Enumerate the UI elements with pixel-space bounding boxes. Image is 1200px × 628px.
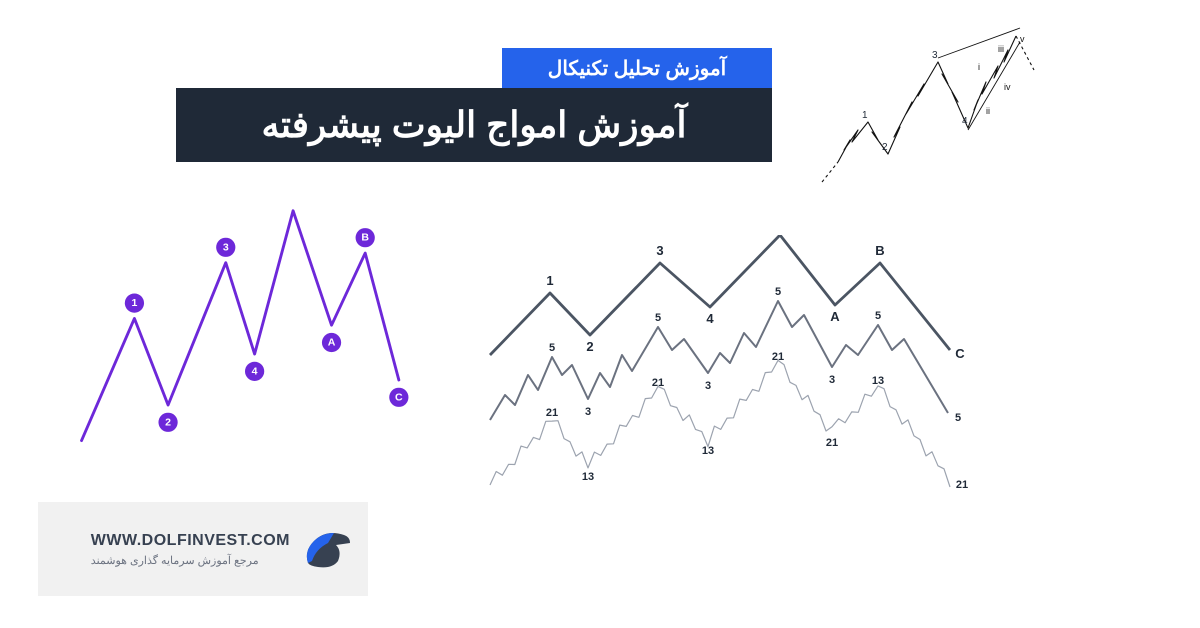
svg-text:3: 3 [585,406,591,418]
svg-text:5: 5 [655,312,661,324]
svg-text:iv: iv [1004,82,1011,92]
svg-text:B: B [875,243,884,258]
svg-text:13: 13 [702,445,714,457]
svg-text:C: C [955,346,965,361]
logo-box: WWW.DOLFINVEST.COM مرجع آموزش سرمایه گذا… [38,502,368,596]
svg-text:A: A [830,309,840,324]
svg-text:4: 4 [706,311,714,326]
svg-text:2: 2 [165,416,171,428]
logo-url: WWW.DOLFINVEST.COM [91,532,290,550]
svg-text:3: 3 [223,241,229,253]
svg-text:3: 3 [829,374,835,386]
svg-text:i: i [978,62,980,72]
svg-text:4: 4 [252,365,258,377]
svg-text:5: 5 [1010,22,1016,25]
svg-text:1: 1 [546,273,553,288]
svg-text:3: 3 [705,380,711,392]
title-bar: آموزش امواج الیوت پیشرفته [176,88,772,162]
svg-text:3: 3 [656,243,663,258]
svg-text:21: 21 [826,437,838,449]
svg-text:5: 5 [875,310,881,322]
svg-text:21: 21 [772,351,784,363]
svg-text:5: 5 [549,342,555,354]
purple-elliott-chart: 12345ABC [65,205,425,455]
svg-text:2: 2 [882,142,888,153]
svg-text:21: 21 [652,377,664,389]
dolphin-icon [300,521,356,577]
svg-text:C: C [395,391,403,403]
svg-text:21: 21 [956,479,968,491]
svg-text:v: v [1020,34,1025,44]
svg-text:2: 2 [586,339,593,354]
svg-text:A: A [328,337,336,349]
logo-tagline: مرجع آموزش سرمایه گذاری هوشمند [91,554,290,567]
svg-text:4: 4 [962,116,968,127]
svg-text:13: 13 [872,375,884,387]
svg-text:3: 3 [932,50,938,61]
svg-text:ii: ii [986,106,990,116]
gray-fractal-chart: 12345ABC535353552113211321211321 [450,235,1000,595]
svg-text:1: 1 [862,110,868,121]
svg-text:5: 5 [775,286,781,298]
subtitle-bar: آموزش تحلیل تکنیکال [502,48,772,88]
topright-diagonal-chart: 12345iiiiiiivv [820,22,1050,192]
svg-text:5: 5 [955,412,961,424]
svg-text:13: 13 [582,471,594,483]
svg-text:iii: iii [998,44,1004,54]
svg-text:21: 21 [546,407,558,419]
svg-text:B: B [361,232,369,244]
svg-text:1: 1 [131,297,137,309]
